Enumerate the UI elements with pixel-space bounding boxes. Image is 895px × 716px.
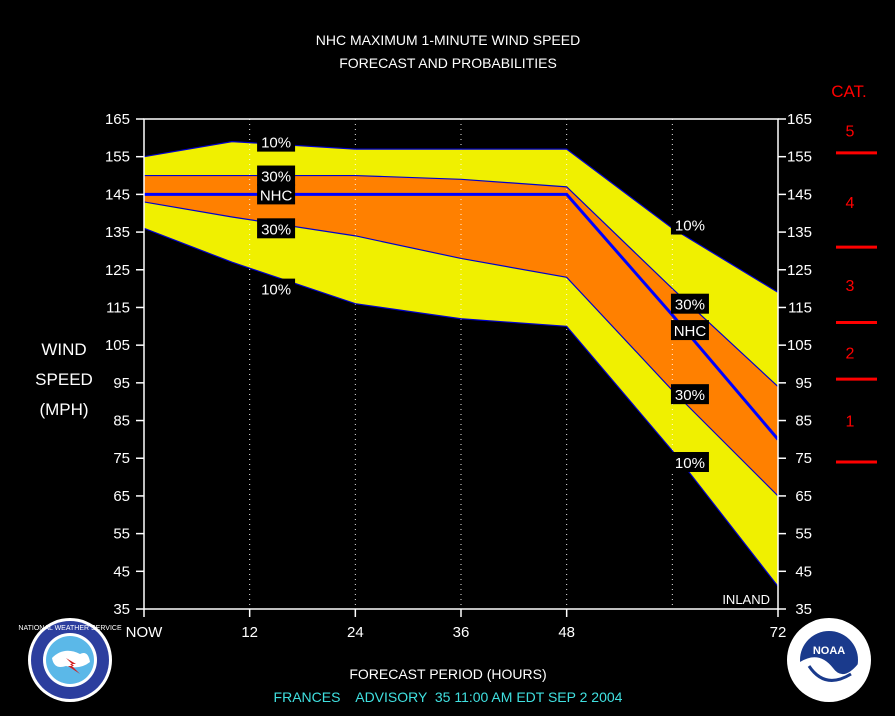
- advisory-footer: FRANCES ADVISORY 35 11:00 AM EDT SEP 2 2…: [274, 689, 623, 705]
- band-label-box: [257, 278, 296, 299]
- y-tick-label-right: 135: [787, 224, 812, 241]
- band-label: 10%: [675, 218, 705, 235]
- nws-logo-text: NATIONAL WEATHER SERVICE: [18, 625, 122, 632]
- upper30-line: [144, 174, 779, 388]
- chart-subtitle: FORECAST AND PROBABILITIES: [339, 55, 557, 71]
- y-tick-label-left: 35: [113, 601, 130, 618]
- band-label-box: [670, 320, 709, 341]
- y-tick-label-left: 65: [113, 488, 130, 505]
- band-label-box: [670, 452, 709, 472]
- category-label: 3: [846, 278, 855, 295]
- category-title: CAT.: [831, 82, 867, 101]
- y-tick-label-left: 155: [105, 149, 130, 166]
- y-tick-label-left: 95: [113, 375, 130, 392]
- chart-title: NHC MAXIMUM 1-MINUTE WIND SPEED: [316, 32, 580, 48]
- y-tick-label-right: 85: [795, 413, 812, 430]
- band-label: 30%: [675, 387, 705, 404]
- x-axis-label: FORECAST PERIOD (HOURS): [349, 666, 546, 682]
- noaa-logo-icon: NOAA: [787, 618, 871, 702]
- band-label-box: [257, 131, 296, 152]
- category-label: 2: [846, 346, 855, 363]
- x-tick-label: 12: [241, 624, 258, 641]
- nws-logo-icon: NATIONAL WEATHER SERVICE: [18, 618, 122, 702]
- y-tick-label-right: 55: [795, 526, 812, 543]
- y-tick-label-right: 95: [795, 375, 812, 392]
- y-tick-label-right: 115: [788, 299, 812, 316]
- category-scale: 5 4 3 2 1: [836, 123, 877, 464]
- band-label: NHC: [674, 323, 707, 340]
- x-tick-label: 48: [558, 624, 575, 641]
- band-label-box: [670, 293, 709, 314]
- axis-ticks: 165 165 155 155 145 145 135 135 125 125 115 115 105 1…: [105, 111, 812, 641]
- inland-annotation: INLAND: [722, 592, 770, 607]
- y-tick-label-right: 75: [795, 450, 812, 467]
- x-tick-label: NOW: [126, 624, 164, 641]
- y-axis-label-line-1: WIND: [41, 340, 86, 359]
- y-tick-label-right: 65: [795, 488, 812, 505]
- category-label: 5: [846, 123, 855, 140]
- y-tick-label-left: 85: [113, 413, 130, 430]
- band-label-box: [257, 165, 296, 186]
- y-tick-label-left: 115: [106, 299, 130, 316]
- band-label: 30%: [261, 169, 291, 186]
- band-label: 10%: [675, 455, 705, 472]
- y-axis-label-line-2: SPEED: [35, 370, 93, 389]
- band-label: 30%: [261, 221, 291, 238]
- y-tick-label-left: 105: [105, 337, 130, 354]
- x-tick-label: 24: [347, 624, 364, 641]
- y-tick-label-left: 165: [105, 111, 130, 128]
- y-tick-label-right: 165: [787, 111, 812, 128]
- band-label-box: [257, 218, 296, 239]
- band-label: NHC: [260, 187, 293, 204]
- y-axis-label-line-3: (MPH): [39, 400, 88, 419]
- x-tick-label: 36: [453, 624, 470, 641]
- y-tick-label-right: 105: [787, 337, 812, 354]
- band-label-box: [670, 214, 709, 235]
- y-tick-label-left: 135: [105, 224, 130, 241]
- y-tick-label-right: 45: [795, 563, 812, 580]
- x-tick-label: 72: [770, 624, 787, 641]
- band-label-box: [670, 384, 709, 405]
- band-label-box: [257, 184, 296, 205]
- y-tick-label-left: 55: [113, 526, 130, 543]
- band-label: 10%: [261, 282, 291, 299]
- band-label: 30%: [675, 297, 705, 314]
- band-label: 10%: [261, 135, 291, 152]
- y-tick-label-left: 75: [113, 450, 130, 467]
- y-tick-label-right: 145: [787, 186, 812, 203]
- y-tick-label-left: 125: [105, 262, 130, 279]
- noaa-logo-text: NOAA: [813, 645, 845, 657]
- y-tick-label-left: 45: [113, 563, 130, 580]
- lower10-line: [143, 227, 779, 587]
- category-label: 1: [846, 414, 855, 431]
- nhc-forecast-line: [144, 192, 780, 441]
- y-tick-label-right: 35: [795, 601, 812, 618]
- grid-lines: [249, 119, 673, 609]
- category-label: 4: [846, 195, 855, 212]
- y-tick-label-right: 155: [787, 149, 812, 166]
- y-tick-label-right: 125: [787, 262, 812, 279]
- y-tick-label-left: 145: [105, 186, 130, 203]
